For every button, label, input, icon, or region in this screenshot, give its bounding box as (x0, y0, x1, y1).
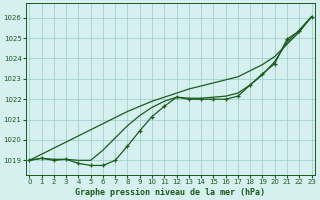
X-axis label: Graphe pression niveau de la mer (hPa): Graphe pression niveau de la mer (hPa) (76, 188, 266, 197)
